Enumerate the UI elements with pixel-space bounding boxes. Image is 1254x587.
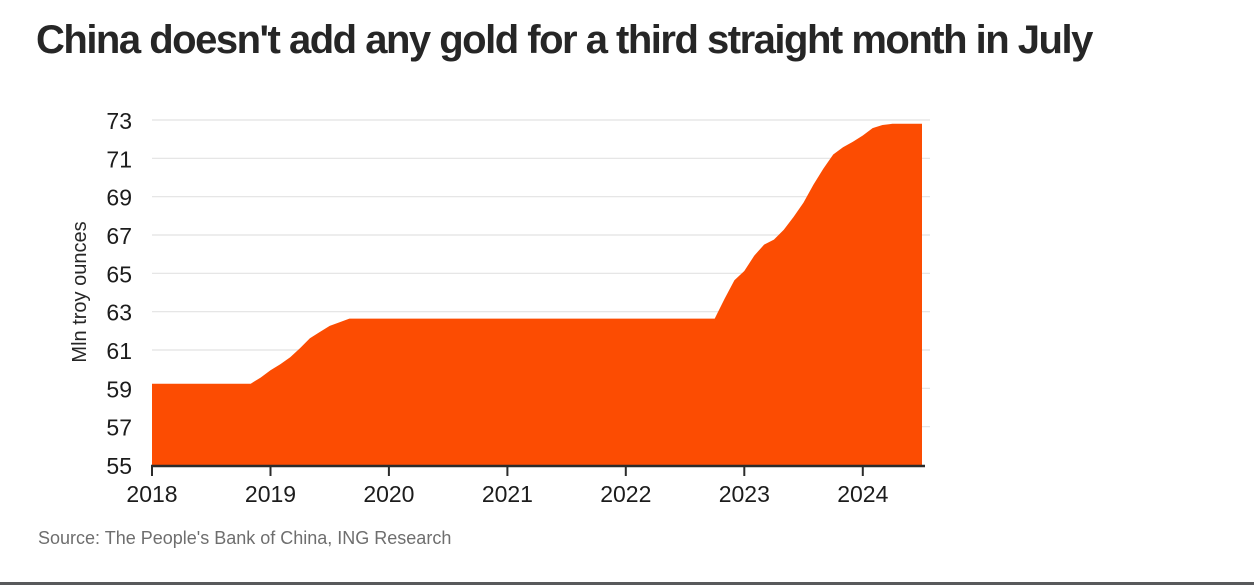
x-tick-label: 2024: [837, 481, 888, 507]
x-tick-label: 2023: [719, 481, 770, 507]
area-series: [152, 123, 922, 466]
y-tick-label: 69: [106, 185, 132, 211]
x-tick-label: 2019: [245, 481, 296, 507]
x-tick-label: 2021: [482, 481, 533, 507]
y-tick-label: 55: [106, 453, 132, 479]
x-tick-label: 2022: [600, 481, 651, 507]
x-tick-label: 2018: [126, 481, 177, 507]
y-tick-label: 65: [106, 261, 132, 287]
chart-title: China doesn't add any gold for a third s…: [36, 18, 1093, 62]
y-tick-label: 67: [106, 223, 132, 249]
y-tick-label: 63: [106, 300, 132, 326]
y-tick-label: 61: [106, 338, 132, 364]
y-axis-title: Mln troy ounces: [69, 221, 91, 362]
x-tick-label: 2020: [363, 481, 414, 507]
y-tick-label: 59: [106, 376, 132, 402]
bottom-divider: [0, 582, 1254, 585]
y-tick-label: 73: [106, 108, 132, 134]
source-note: Source: The People's Bank of China, ING …: [38, 528, 452, 548]
y-tick-label: 71: [106, 146, 132, 172]
y-tick-label: 57: [106, 415, 132, 441]
